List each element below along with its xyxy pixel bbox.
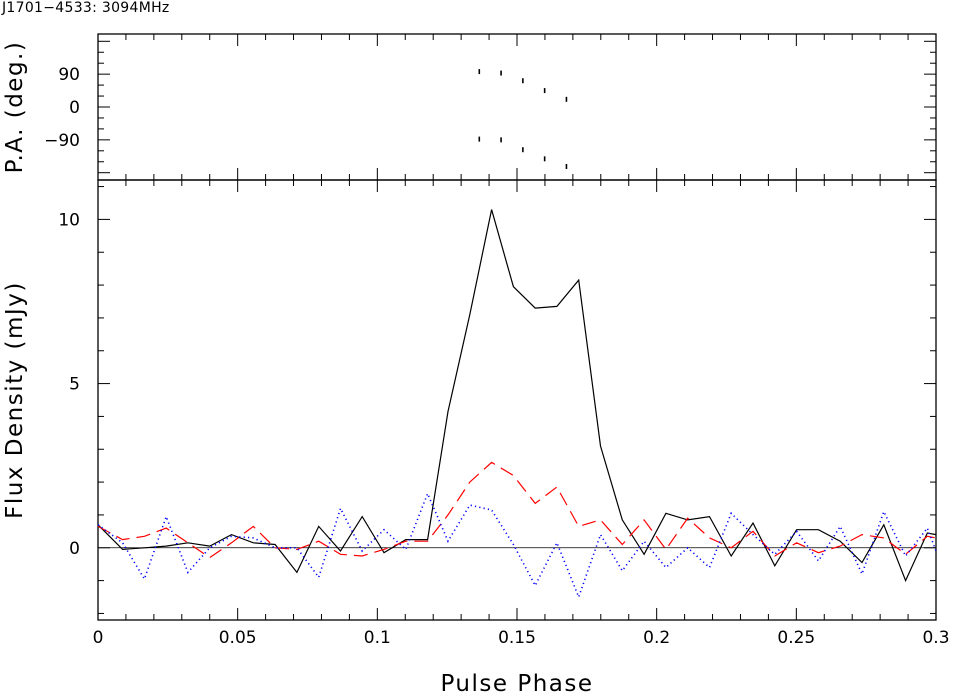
flux-series-dotted [97,491,937,600]
flux-axis-ticks: 0 0.05 0.1 0.15 0.2 0.25 0.3 0 5 10 [58,180,950,648]
pa-y-tick-label: −90 [44,131,80,151]
pa-data-points [478,69,568,169]
x-tick-label: 0.1 [364,628,391,648]
y-tick-label: 10 [58,210,80,230]
pa-y-tick-label: 90 [58,65,80,85]
x-tick-label: 0 [93,628,104,648]
x-tick-label: 0.05 [219,628,257,648]
x-tick-label: 0.3 [922,628,949,648]
x-axis-label: Pulse Phase [440,671,593,693]
flux-series-dashed [97,461,937,559]
x-tick-label: 0.2 [643,628,670,648]
x-tick-label: 0.25 [777,628,815,648]
y-tick-label: 0 [69,539,80,559]
x-tick-label: 0.15 [498,628,536,648]
pa-axis-ticks: 90 0 −90 [44,34,937,180]
pa-y-axis-label: P.A. (deg.) [2,41,28,174]
y-tick-label: 5 [69,375,80,395]
flux-series-solid [97,209,937,583]
flux-series-lines [97,209,937,600]
flux-y-axis-label: Flux Density (mJy) [2,281,28,519]
position-angle-panel: 90 0 −90 P.A. (deg.) [2,33,937,181]
chart-title: J1701−4533: 3094MHz [2,0,170,16]
pa-y-tick-label: 0 [69,98,80,118]
pa-panel-frame [97,33,937,181]
flux-density-panel: 0 0.05 0.1 0.15 0.2 0.25 0.3 0 5 10 Flux Density … [2,179,950,693]
flux-panel-frame [97,179,937,621]
